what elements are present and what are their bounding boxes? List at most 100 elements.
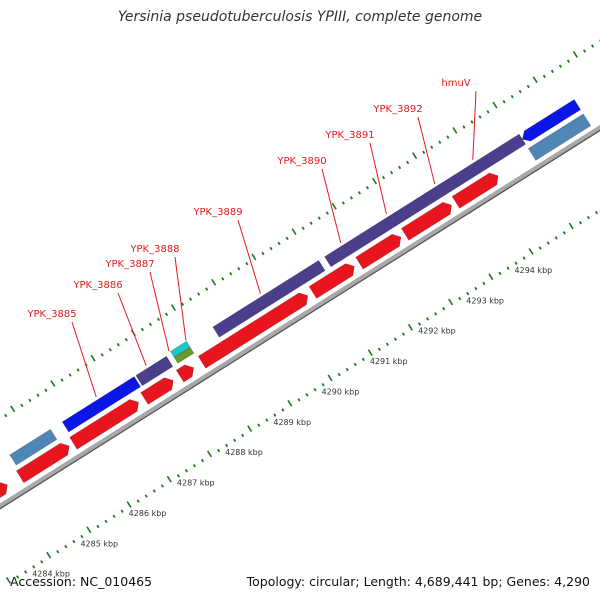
outer-tick (365, 186, 370, 190)
cds-feature (169, 340, 191, 358)
inner-tick (466, 291, 470, 296)
inner-tick (40, 560, 44, 564)
forward-strand-feature (355, 233, 402, 270)
outer-tick (518, 89, 522, 94)
cds-feature (61, 376, 142, 433)
inner-tick (104, 519, 108, 524)
inner-tick (184, 469, 188, 473)
inner-tick (206, 450, 213, 458)
inner-tick (474, 286, 478, 291)
inner-tick (217, 448, 221, 453)
outer-tick (90, 354, 96, 362)
inner-tick (417, 322, 422, 326)
forward-strand-feature (140, 377, 174, 405)
inner-tick (16, 575, 20, 579)
outer-tick (211, 278, 217, 286)
outer-tick (446, 135, 450, 139)
outer-tick (325, 211, 329, 215)
inner-tick (327, 374, 333, 382)
inner-tick (498, 271, 502, 276)
outer-tick (301, 226, 305, 230)
kbp-label: 4293 kbp (466, 296, 504, 305)
outer-tick (245, 261, 249, 266)
inner-tick (385, 342, 389, 346)
gene-label: YPK_3885 (26, 309, 76, 320)
outer-tick (36, 393, 40, 398)
kbp-label: 4294 kbp (515, 266, 553, 275)
inner-tick (257, 423, 261, 427)
inner-tick (46, 551, 52, 559)
inner-tick (120, 509, 124, 513)
gene-callouts: YPK_3885 YPK_3886 YPK_3887 YPK_3888 YPK_3889… (26, 78, 477, 398)
inner-tick (458, 296, 462, 301)
outer-tick (566, 59, 571, 63)
outer-tick (164, 312, 169, 317)
inner-tick (72, 539, 76, 544)
inner-tick (313, 388, 317, 392)
outer-tick (50, 380, 56, 387)
outer-tick (10, 405, 16, 413)
outer-tick (237, 266, 241, 271)
forward-strand-feature (400, 201, 452, 241)
outer-tick (349, 196, 353, 200)
outer-tick (68, 373, 72, 377)
inner-tick (393, 337, 398, 341)
inner-tick (442, 307, 446, 311)
inner-tick (297, 398, 301, 402)
inner-tick (200, 458, 205, 463)
inner-tick (426, 317, 430, 321)
cds-feature (522, 99, 582, 142)
outer-tick (251, 253, 257, 261)
inner-tick (86, 526, 92, 534)
forward-strand-feature (175, 364, 194, 383)
inner-tick (321, 382, 325, 387)
outer-tick (412, 152, 418, 160)
outer-tick (390, 170, 394, 175)
forward-strand-feature (308, 263, 355, 299)
callout-line (117, 292, 147, 366)
outer-tick (124, 337, 128, 342)
outer-tick (100, 353, 104, 357)
cds-feature (9, 428, 58, 466)
inner-tick (361, 357, 365, 362)
inner-tick (401, 332, 406, 336)
outer-tick (582, 49, 587, 53)
inner-tick (287, 399, 293, 407)
gene-label: YPK_3891 (324, 130, 374, 141)
outer-tick (309, 221, 313, 225)
outer-tick (170, 304, 177, 311)
outer-tick (261, 251, 265, 256)
inner-tick (528, 247, 534, 255)
outer-tick (357, 191, 361, 195)
inner-tick (112, 514, 116, 519)
inner-tick (24, 570, 28, 574)
kbp-label: 4289 kbp (273, 418, 311, 427)
inner-tick (144, 494, 148, 498)
inner-tick (546, 241, 550, 245)
inner-tick (337, 372, 341, 377)
feature-track (0, 99, 592, 499)
inner-tick (176, 474, 180, 478)
inner-tick (407, 323, 413, 331)
inner-tick (160, 484, 164, 488)
inner-tick (247, 425, 253, 432)
inner-tick (64, 544, 68, 549)
callout-line (174, 256, 187, 341)
gene-label: YPK_3888 (129, 244, 179, 255)
outer-tick (470, 120, 474, 124)
kbp-label: 4290 kbp (322, 387, 360, 396)
outer-tick (76, 368, 80, 372)
outer-tick (205, 287, 209, 291)
cds-feature (212, 259, 326, 338)
outer-tick (438, 140, 442, 144)
inner-tick (568, 222, 574, 230)
kbp-label: 4286 kbp (129, 509, 167, 518)
inner-tick (578, 220, 582, 225)
forward-strand-feature (451, 172, 499, 209)
cds-feature (135, 355, 174, 387)
gene-label: hmuV (441, 78, 470, 89)
outer-tick (572, 51, 578, 58)
inner-tick (586, 215, 590, 220)
inner-tick (482, 281, 486, 286)
inner-tick (241, 433, 245, 438)
